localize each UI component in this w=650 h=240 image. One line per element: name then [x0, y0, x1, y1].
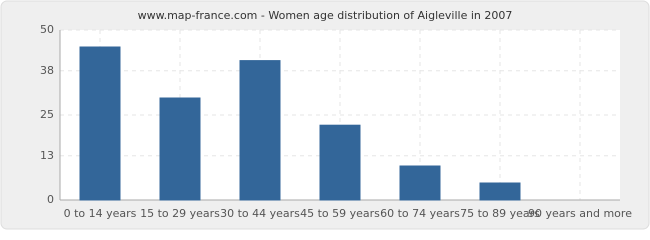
y-tick-label: 25	[40, 108, 54, 121]
bar	[79, 46, 121, 201]
x-tick-label: 0 to 14 years	[64, 207, 137, 220]
x-tick-label: 60 to 74 years	[380, 207, 460, 220]
y-tick-label: 38	[40, 64, 54, 77]
x-tick-label: 15 to 29 years	[140, 207, 220, 220]
bar	[319, 124, 361, 201]
bar	[399, 165, 441, 201]
chart-title: www.map-france.com - Women age distribut…	[138, 9, 513, 22]
y-tick-label: 0	[47, 193, 54, 206]
bar	[479, 182, 521, 201]
x-tick-label: 30 to 44 years	[220, 207, 300, 220]
x-tick-label: 90 years and more	[528, 207, 632, 220]
x-tick-label: 75 to 89 years	[460, 207, 540, 220]
y-tick-label: 13	[40, 149, 54, 162]
bar	[239, 60, 281, 201]
x-tick-label: 45 to 59 years	[300, 207, 380, 220]
y-tick-label: 50	[40, 23, 54, 36]
chart: www.map-france.com - Women age distribut…	[0, 0, 650, 230]
bar	[159, 97, 201, 201]
